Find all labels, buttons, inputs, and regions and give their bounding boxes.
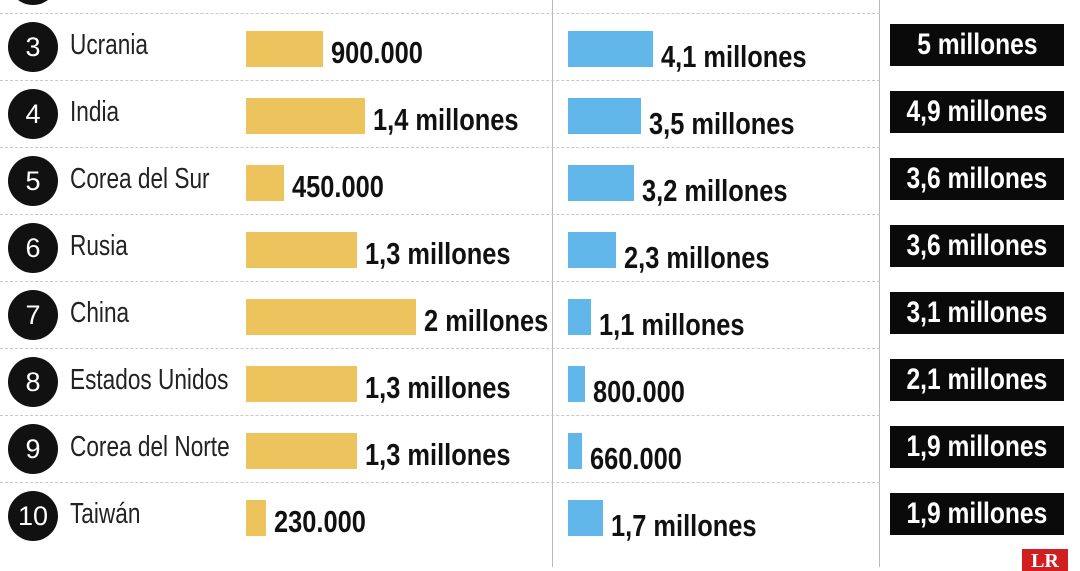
total-label: 4,9 millones — [906, 95, 1048, 128]
data-label-col1: 900.000 — [330, 35, 423, 70]
country-label: India — [70, 96, 120, 128]
bar-col2 — [568, 299, 591, 335]
row-separator — [0, 80, 880, 81]
bar-col1 — [246, 500, 266, 536]
total-label: 3,1 millones — [906, 296, 1048, 329]
country-label: Corea del Norte — [70, 431, 230, 463]
total-badge: 3,6 millones — [890, 225, 1064, 267]
data-label-col2: 3,2 millones — [642, 173, 788, 208]
bar-col1 — [246, 366, 357, 402]
country-label: Corea del Sur — [70, 163, 210, 195]
data-label-col2: 1,1 millones — [598, 307, 745, 342]
total-label: 3,6 millones — [906, 162, 1048, 195]
data-label-col1: 230.000 — [273, 504, 366, 539]
bar-col2 — [568, 98, 641, 134]
country-label: Rusia — [70, 230, 128, 262]
total-badge: 1,9 millones — [890, 426, 1064, 468]
data-label-col1: 1,3 millones — [364, 236, 511, 271]
row-separator — [0, 348, 880, 349]
data-label-col1: 1,3 millones — [364, 370, 511, 405]
total-badge: 4,9 millones — [890, 91, 1064, 133]
bar-col2 — [568, 165, 635, 201]
bar-col1 — [246, 232, 357, 268]
row-separator — [0, 415, 880, 416]
bar-col1 — [246, 299, 416, 335]
country-label: Estados Unidos — [70, 364, 229, 396]
rank-badge: 7 — [8, 290, 58, 340]
bar-col1 — [246, 433, 357, 469]
data-label-col1: 1,4 millones — [373, 102, 519, 137]
rank-badge: 3 — [8, 22, 58, 72]
brand-logo: LR — [1022, 549, 1068, 571]
data-label-col2: 3,5 millones — [648, 106, 795, 141]
rank-badge: 4 — [8, 89, 58, 139]
total-label: 1,9 millones — [906, 497, 1048, 530]
data-label-col2: 1,7 millones — [611, 508, 757, 543]
country-label: Taiwán — [70, 498, 141, 530]
total-label: 5 millones — [916, 28, 1038, 61]
row-separator — [0, 147, 880, 148]
row-separator — [0, 13, 880, 14]
data-label-col1: 450.000 — [292, 169, 385, 204]
rank-badge: 10 — [8, 491, 58, 541]
data-label-col2: 800.000 — [592, 374, 685, 409]
data-label-col2: 2,3 millones — [623, 240, 770, 275]
data-label-col2: 4,1 millones — [661, 39, 807, 74]
column-divider — [879, 0, 880, 567]
total-badge: 5 millones — [890, 24, 1064, 66]
country-label: Ucrania — [70, 29, 148, 61]
total-badge: 2,1 millones — [890, 359, 1064, 401]
bar-col1 — [246, 31, 323, 67]
bar-col2 — [568, 232, 616, 268]
country-label: China — [70, 297, 130, 329]
column-divider — [552, 0, 553, 567]
total-label: 3,6 millones — [906, 229, 1048, 262]
data-label-col1: 1,3 millones — [364, 437, 511, 472]
total-badge: 1,9 millones — [890, 493, 1064, 535]
total-label: 1,9 millones — [906, 430, 1048, 463]
rank-badge: 9 — [8, 424, 58, 474]
rank-badge: 2 — [8, 0, 58, 5]
total-badge: 3,1 millones — [890, 292, 1064, 334]
total-label: 2,1 millones — [906, 363, 1048, 396]
row-separator — [0, 214, 880, 215]
rank-badge: 6 — [8, 223, 58, 273]
data-label-col1: 2 millones — [424, 303, 549, 338]
rank-badge: 8 — [8, 357, 58, 407]
row-separator — [0, 482, 880, 483]
rank-badge: 5 — [8, 156, 58, 206]
row-separator — [0, 281, 880, 282]
bar-col2 — [568, 31, 653, 67]
data-label-col2: 660.000 — [590, 441, 682, 476]
bar-col2 — [568, 366, 585, 402]
bar-col1 — [246, 165, 285, 201]
total-badge: 3,6 millones — [890, 158, 1064, 200]
bar-col1 — [246, 98, 365, 134]
bar-col2 — [568, 500, 604, 536]
bar-col2 — [568, 433, 582, 469]
